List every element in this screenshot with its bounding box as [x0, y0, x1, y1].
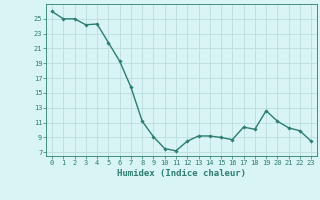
- X-axis label: Humidex (Indice chaleur): Humidex (Indice chaleur): [117, 169, 246, 178]
